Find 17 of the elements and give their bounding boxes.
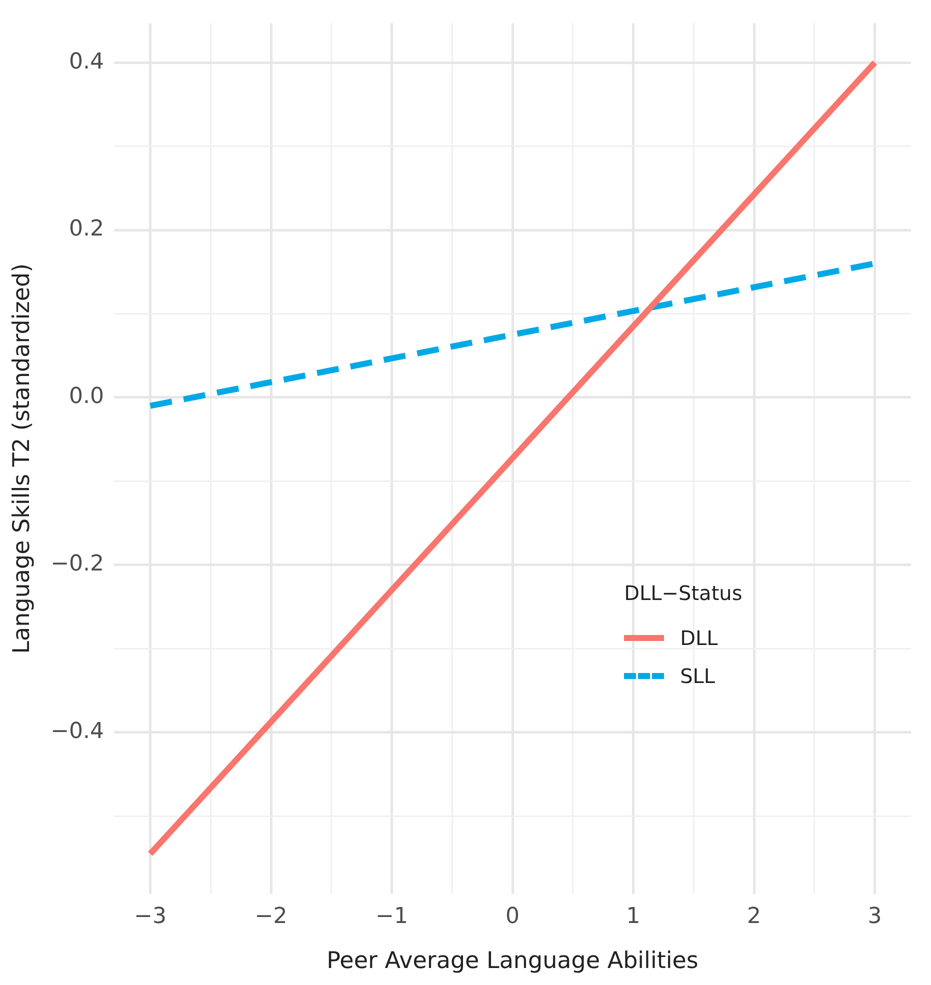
legend-title: DLL−Status bbox=[624, 580, 742, 604]
y-tick-label: 0.0 bbox=[69, 384, 104, 410]
legend-label: SLL bbox=[680, 664, 716, 688]
x-tick-label: −2 bbox=[254, 904, 288, 929]
x-axis-title: Peer Average Language Abilities bbox=[326, 948, 698, 974]
x-tick-label: −1 bbox=[376, 904, 408, 929]
x-tick-label: 2 bbox=[747, 904, 762, 929]
y-tick-label: 0.2 bbox=[69, 216, 104, 242]
x-tick-label: 3 bbox=[868, 904, 882, 929]
x-tick-label: −3 bbox=[134, 904, 166, 929]
x-tick-label: 1 bbox=[626, 904, 640, 929]
y-tick-label: 0.4 bbox=[69, 49, 104, 74]
y-tick-label: −0.2 bbox=[50, 552, 104, 577]
y-tick-label: −0.4 bbox=[50, 719, 104, 744]
legend-label: DLL bbox=[680, 626, 718, 650]
y-axis-title: Language Skills T2 (standardized) bbox=[8, 263, 35, 654]
x-tick-label: 0 bbox=[506, 904, 520, 929]
